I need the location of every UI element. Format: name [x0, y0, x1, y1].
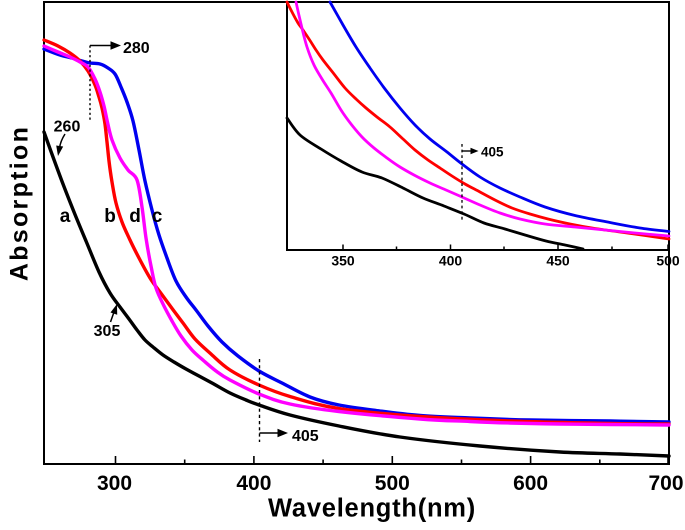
svg-text:700: 700: [648, 472, 683, 495]
svg-text:400: 400: [236, 472, 271, 495]
svg-text:305: 305: [94, 323, 121, 340]
svg-text:d: d: [129, 206, 141, 227]
svg-text:600: 600: [513, 472, 548, 495]
svg-text:300: 300: [97, 472, 132, 495]
svg-text:c: c: [152, 206, 163, 227]
svg-text:260: 260: [54, 119, 81, 136]
svg-text:500: 500: [375, 472, 410, 495]
svg-text:400: 400: [439, 253, 463, 269]
svg-text:b: b: [104, 206, 116, 227]
svg-text:450: 450: [546, 253, 570, 269]
svg-text:Wavelength(nm): Wavelength(nm): [268, 495, 476, 523]
svg-text:350: 350: [331, 253, 355, 269]
svg-text:500: 500: [656, 253, 680, 269]
svg-text:280: 280: [123, 40, 150, 57]
svg-text:a: a: [60, 206, 71, 227]
svg-text:Absorption: Absorption: [6, 125, 34, 281]
svg-text:405: 405: [292, 428, 319, 445]
svg-text:405: 405: [481, 145, 504, 160]
